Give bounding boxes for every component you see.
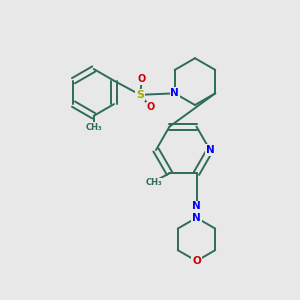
Text: N: N [206,145,214,155]
Text: N: N [170,88,179,98]
Text: O: O [147,102,155,112]
Text: S: S [136,90,144,100]
Text: N: N [192,213,201,223]
Text: CH₃: CH₃ [85,123,102,132]
Text: O: O [192,256,201,266]
Text: N: N [192,201,201,212]
Text: O: O [138,74,146,84]
Text: CH₃: CH₃ [146,178,162,188]
